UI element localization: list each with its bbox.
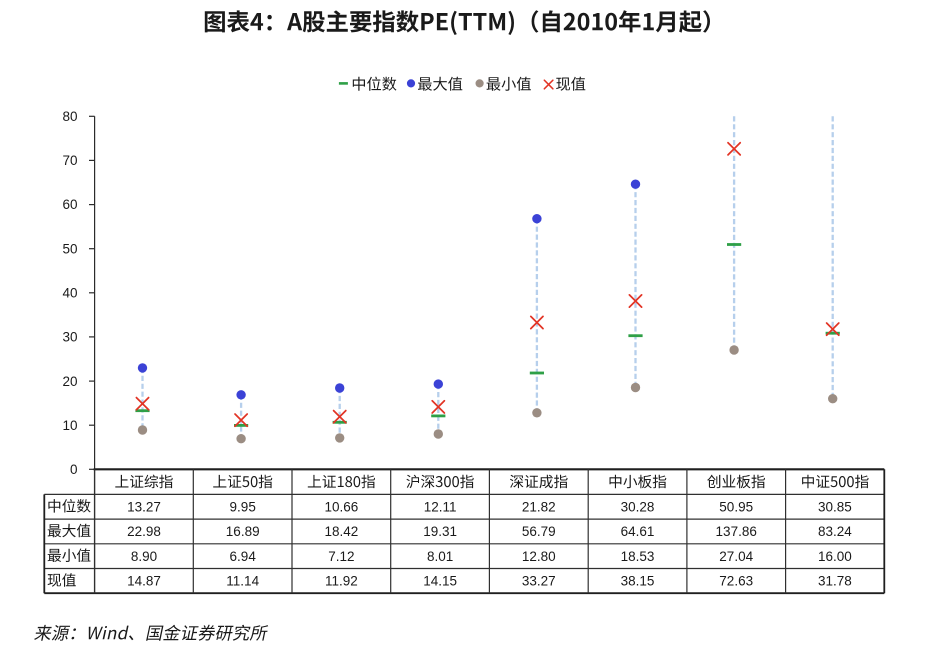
svg-text:12.80: 12.80	[522, 549, 556, 564]
svg-text:11.92: 11.92	[325, 574, 358, 589]
svg-text:64.61: 64.61	[621, 524, 655, 539]
svg-text:137.86: 137.86	[716, 524, 757, 539]
svg-text:31.78: 31.78	[818, 574, 852, 589]
svg-text:16.89: 16.89	[226, 524, 260, 539]
svg-text:30.28: 30.28	[621, 499, 655, 514]
svg-text:60: 60	[62, 197, 77, 212]
svg-text:8.90: 8.90	[131, 549, 157, 564]
svg-text:13.27: 13.27	[127, 499, 161, 514]
svg-text:9.95: 9.95	[230, 499, 256, 514]
svg-text:11.14: 11.14	[226, 574, 259, 589]
svg-text:20: 20	[62, 374, 77, 389]
svg-text:18.42: 18.42	[325, 524, 359, 539]
svg-text:40: 40	[62, 286, 77, 301]
svg-text:50.95: 50.95	[719, 499, 753, 514]
svg-text:27.04: 27.04	[719, 549, 753, 564]
svg-text:12.11: 12.11	[424, 499, 457, 514]
svg-text:50: 50	[62, 241, 77, 256]
svg-text:33.27: 33.27	[522, 574, 556, 589]
svg-text:14.15: 14.15	[423, 574, 457, 589]
svg-text:56.79: 56.79	[522, 524, 556, 539]
svg-text:30: 30	[62, 330, 77, 345]
svg-text:72.63: 72.63	[719, 574, 753, 589]
svg-text:83.24: 83.24	[818, 524, 852, 539]
svg-text:7.12: 7.12	[328, 549, 354, 564]
svg-text:16.00: 16.00	[818, 549, 852, 564]
svg-text:18.53: 18.53	[621, 549, 655, 564]
svg-text:38.15: 38.15	[621, 574, 655, 589]
svg-text:70: 70	[62, 153, 77, 168]
svg-text:80: 80	[62, 109, 77, 124]
svg-text:14.87: 14.87	[127, 574, 161, 589]
svg-text:10.66: 10.66	[325, 499, 359, 514]
svg-text:0: 0	[70, 462, 78, 477]
svg-text:22.98: 22.98	[127, 524, 161, 539]
svg-text:21.82: 21.82	[522, 499, 556, 514]
svg-text:10: 10	[62, 418, 77, 433]
svg-text:8.01: 8.01	[427, 549, 453, 564]
svg-text:30.85: 30.85	[818, 499, 852, 514]
svg-text:19.31: 19.31	[423, 524, 457, 539]
svg-text:6.94: 6.94	[230, 549, 257, 564]
